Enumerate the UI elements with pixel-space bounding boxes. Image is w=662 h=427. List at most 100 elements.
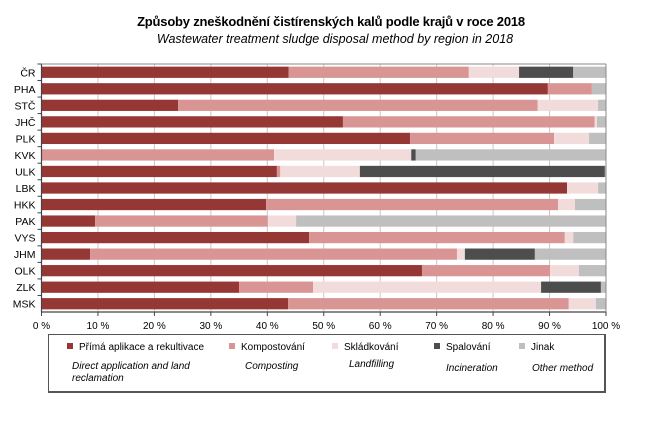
bar-segment: [41, 83, 548, 95]
bar-segment: [342, 116, 595, 128]
x-tick-labels: 0 % 10 % 20 % 30 % 40 % 50 % 60 % 70 % 80 % 90 % 1…: [33, 321, 620, 332]
x-tick-label: 50 %: [312, 321, 335, 332]
bar-segment: [410, 132, 555, 145]
bar-segment: [554, 132, 590, 145]
bar-segment: [41, 231, 310, 244]
bar-segment: [415, 149, 606, 161]
bars: [41, 66, 606, 310]
bar-segment: [574, 198, 606, 211]
bar-segment: [41, 116, 343, 128]
bar-segment: [359, 165, 605, 178]
bar-segment: [41, 165, 277, 178]
category-labels: ČR PHA STČ JHČ PLK KVK ULK LBK HKK PAK VYS JHM OLK ZL…: [13, 66, 36, 310]
legend-swatch: [229, 343, 235, 349]
legend-item-direct-application: Přímá aplikace a rekultivace: [67, 342, 204, 353]
bar-segment: [296, 215, 606, 227]
bar-segment: [591, 83, 606, 95]
bar-segment: [41, 281, 240, 293]
legend-item-other-method: Jinak: [519, 342, 554, 353]
bar-segment: [550, 265, 579, 277]
bar-segment: [578, 265, 606, 277]
bar-segment: [41, 215, 96, 227]
bar-segment: [41, 265, 422, 277]
category-label: KVK: [14, 150, 35, 162]
legend-swatch: [434, 343, 440, 349]
bar-segment: [598, 182, 606, 194]
category-label: MSK: [13, 299, 36, 311]
bar-segment: [288, 298, 569, 310]
legend-label: Skládkování: [344, 342, 399, 353]
legend-label: Kompostování: [241, 342, 305, 353]
bar-segment: [41, 99, 179, 111]
bar-segment: [41, 182, 568, 194]
bar-segment: [564, 231, 574, 244]
bar-segment: [274, 149, 412, 161]
legend-item-landfilling: Skládkování: [332, 342, 398, 353]
bar-segment: [288, 66, 469, 78]
bar-segment: [595, 298, 606, 310]
category-label: PLK: [16, 133, 36, 145]
x-tick-label: 70 %: [425, 321, 448, 332]
legend-label: Spalování: [446, 342, 491, 353]
x-tick-label: 0 %: [33, 321, 50, 332]
legend-item-incineration: Spalování: [434, 342, 490, 353]
category-label: STČ: [15, 99, 36, 112]
bar-segment: [41, 298, 289, 310]
category-label: PHA: [14, 84, 36, 96]
x-tick-label: 90 %: [538, 321, 561, 332]
category-label: HKK: [14, 200, 36, 212]
bar-segment: [464, 248, 535, 260]
category-label: ULK: [15, 166, 35, 178]
bar-segment: [239, 281, 314, 293]
bar-segment: [567, 182, 599, 194]
chart-subtitle: Wastewater treatment sludge disposal met…: [156, 32, 514, 46]
legend-label: Přímá aplikace a rekultivace: [79, 342, 205, 353]
category-label: ČR: [20, 66, 36, 79]
legend-label-en: Direct application and land reclamation: [72, 361, 190, 384]
axes: [37, 63, 607, 316]
bar-segment: [596, 116, 606, 128]
bar-segment: [468, 66, 520, 78]
category-label: LBK: [16, 183, 36, 195]
legend-label-en: Landfilling: [349, 359, 395, 370]
legend-swatch: [519, 343, 525, 349]
bar-segment: [456, 248, 465, 260]
bar-segment: [313, 281, 542, 293]
bar-segment: [573, 66, 606, 78]
bar-segment: [598, 99, 606, 111]
bar-segment: [541, 281, 601, 293]
legend-item-composting: Kompostování: [229, 342, 305, 353]
bar-segment: [41, 66, 289, 78]
bar-segment: [95, 215, 268, 227]
category-label: PAK: [15, 216, 35, 228]
x-tick-label: 10 %: [87, 321, 110, 332]
bar-segment: [280, 165, 360, 178]
legend-label-en: Other method: [532, 363, 594, 374]
legend-swatch: [332, 343, 338, 349]
bar-segment: [266, 198, 559, 211]
bar-segment: [41, 149, 275, 161]
category-label: JHČ: [15, 116, 36, 129]
category-label: OLK: [14, 266, 35, 278]
category-label: VYS: [14, 233, 35, 245]
chart-title: Způsoby zneškodnění čistírenských kalů p…: [137, 14, 525, 29]
bar-segment: [411, 149, 416, 161]
bar-segment: [267, 215, 297, 227]
bar-segment: [547, 83, 592, 95]
x-tick-label: 40 %: [256, 321, 279, 332]
bar-segment: [573, 231, 606, 244]
x-tick-label: 30 %: [199, 321, 222, 332]
bar-segment: [519, 66, 574, 78]
x-tick-label: 100 %: [592, 321, 620, 332]
legend: Přímá aplikace a rekultivace Direct appl…: [48, 334, 606, 393]
legend-label-en: Composting: [245, 361, 299, 372]
bar-segment: [309, 231, 565, 244]
x-tick-label: 20 %: [143, 321, 166, 332]
bar-segment: [558, 198, 575, 211]
bar-segment: [41, 132, 411, 145]
legend-label-en: Incineration: [446, 363, 498, 374]
category-label: JHM: [14, 249, 36, 261]
category-label: ZLK: [16, 282, 35, 294]
bar-segment: [594, 116, 597, 128]
